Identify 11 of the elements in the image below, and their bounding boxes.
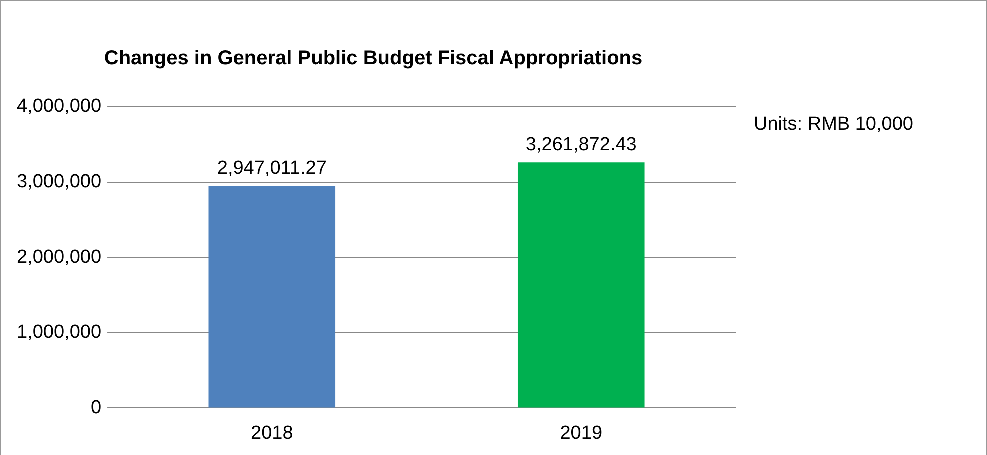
text: Units: RMB 10,000 [754, 114, 914, 136]
y-tick-label: 4,000,000 [16, 96, 102, 118]
y-tick-label: 2,000,000 [16, 246, 102, 268]
y-tick-label: 3,000,000 [16, 172, 102, 193]
x-tick-label: 2018 [251, 422, 294, 444]
data-label: 2,947,011.27 [217, 158, 327, 180]
x-tick-label: 2019 [560, 422, 603, 444]
y-tick-label: 1,000,000 [16, 322, 102, 344]
chart-title: Changes in General Public Budget Fiscal Appropriations [104, 48, 643, 70]
data-label: 3,261,872.43 [526, 134, 637, 156]
y-tick-label: 0 [90, 397, 102, 418]
